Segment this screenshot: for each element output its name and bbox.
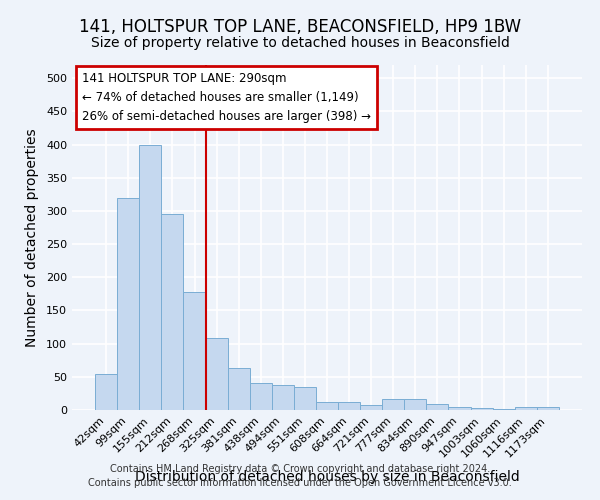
Bar [470, 408, 493, 410]
Bar [184, 292, 206, 410]
Bar [139, 144, 161, 410]
Bar [161, 214, 184, 410]
Text: Contains HM Land Registry data © Crown copyright and database right 2024.
Contai: Contains HM Land Registry data © Crown c… [88, 464, 512, 487]
Bar [537, 408, 559, 410]
Text: 141, HOLTSPUR TOP LANE, BEACONSFIELD, HP9 1BW: 141, HOLTSPUR TOP LANE, BEACONSFIELD, HP… [79, 18, 521, 36]
X-axis label: Distribution of detached houses by size in Beaconsfield: Distribution of detached houses by size … [134, 470, 520, 484]
Bar [316, 402, 338, 410]
Bar [493, 408, 515, 410]
Bar [404, 398, 427, 410]
Bar [227, 368, 250, 410]
Bar [448, 408, 470, 410]
Bar [360, 404, 382, 410]
Bar [272, 386, 294, 410]
Bar [294, 387, 316, 410]
Bar [338, 402, 360, 410]
Bar [250, 384, 272, 410]
Text: Size of property relative to detached houses in Beaconsfield: Size of property relative to detached ho… [91, 36, 509, 50]
Bar [117, 198, 139, 410]
Bar [427, 404, 448, 410]
Bar [206, 338, 227, 410]
Y-axis label: Number of detached properties: Number of detached properties [25, 128, 39, 347]
Text: 141 HOLTSPUR TOP LANE: 290sqm
← 74% of detached houses are smaller (1,149)
26% o: 141 HOLTSPUR TOP LANE: 290sqm ← 74% of d… [82, 72, 371, 123]
Bar [95, 374, 117, 410]
Bar [515, 406, 537, 410]
Bar [382, 398, 404, 410]
